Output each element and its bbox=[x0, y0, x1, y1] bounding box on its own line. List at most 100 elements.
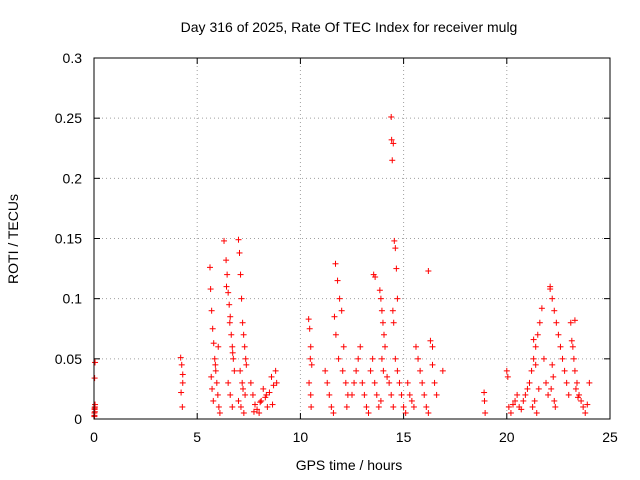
data-point bbox=[400, 403, 407, 410]
data-point bbox=[421, 391, 428, 398]
data-point bbox=[406, 391, 413, 398]
data-point bbox=[343, 403, 350, 410]
data-point bbox=[235, 236, 242, 243]
data-point bbox=[570, 355, 577, 362]
data-point bbox=[509, 401, 516, 408]
data-point bbox=[235, 397, 242, 404]
chart-title: Day 316 of 2025, Rate Of TEC Index for r… bbox=[181, 19, 518, 35]
data-point bbox=[178, 361, 185, 368]
data-point bbox=[547, 286, 554, 293]
axis-ticks: 0 5 10 15 20 25 0 0.05 0.1 0.15 0.2 0.25 0.3 bbox=[55, 50, 618, 445]
data-point bbox=[237, 271, 244, 278]
y-tick-label: 0.3 bbox=[63, 50, 83, 66]
data-point bbox=[230, 355, 237, 362]
data-point bbox=[568, 337, 575, 344]
data-point bbox=[419, 379, 426, 386]
data-point bbox=[251, 401, 258, 408]
data-points bbox=[91, 113, 593, 420]
data-point bbox=[330, 409, 337, 416]
data-point bbox=[263, 391, 270, 398]
data-point bbox=[482, 409, 489, 416]
data-point bbox=[528, 367, 535, 374]
data-point bbox=[410, 403, 417, 410]
data-point bbox=[425, 409, 432, 416]
data-point bbox=[376, 287, 383, 294]
data-point bbox=[361, 391, 368, 398]
data-point bbox=[178, 389, 185, 396]
data-point bbox=[572, 385, 579, 392]
data-point bbox=[377, 397, 384, 404]
data-point bbox=[373, 391, 380, 398]
data-point bbox=[567, 319, 574, 326]
data-point bbox=[569, 343, 576, 350]
data-point bbox=[256, 409, 263, 416]
data-point bbox=[377, 295, 384, 302]
data-point bbox=[571, 317, 578, 324]
data-point bbox=[363, 403, 370, 410]
data-point bbox=[238, 295, 245, 302]
data-point bbox=[586, 379, 593, 386]
data-point bbox=[538, 305, 545, 312]
data-point bbox=[540, 355, 547, 362]
data-point bbox=[332, 331, 339, 338]
data-point bbox=[351, 379, 358, 386]
data-point bbox=[273, 379, 280, 386]
data-point bbox=[398, 391, 405, 398]
data-point bbox=[573, 379, 580, 386]
data-point bbox=[212, 367, 219, 374]
data-point bbox=[210, 340, 217, 347]
data-point bbox=[548, 385, 555, 392]
data-point bbox=[388, 136, 395, 143]
data-point bbox=[531, 397, 538, 404]
data-point bbox=[229, 349, 236, 356]
data-point bbox=[481, 389, 488, 396]
x-tick-label: 5 bbox=[193, 429, 201, 445]
data-point bbox=[571, 367, 578, 374]
data-point bbox=[392, 245, 399, 252]
data-point bbox=[179, 379, 186, 386]
data-point bbox=[433, 391, 440, 398]
data-point bbox=[372, 274, 379, 281]
data-point bbox=[578, 397, 585, 404]
data-point bbox=[375, 403, 382, 410]
data-point bbox=[229, 403, 236, 410]
data-point bbox=[390, 140, 397, 147]
data-point bbox=[565, 391, 572, 398]
data-point bbox=[536, 319, 543, 326]
y-tick-label: 0 bbox=[74, 411, 82, 427]
data-point bbox=[389, 157, 396, 164]
data-point bbox=[417, 367, 424, 374]
data-point bbox=[340, 343, 347, 350]
data-point bbox=[390, 319, 397, 326]
data-point bbox=[524, 385, 531, 392]
data-point bbox=[384, 373, 391, 380]
y-tick-label: 0.2 bbox=[63, 170, 83, 186]
data-point bbox=[308, 403, 315, 410]
data-point bbox=[429, 361, 436, 368]
data-point bbox=[512, 397, 519, 404]
data-point bbox=[237, 403, 244, 410]
data-point bbox=[91, 405, 98, 412]
data-point bbox=[307, 391, 314, 398]
data-point bbox=[243, 361, 250, 368]
data-point bbox=[240, 385, 247, 392]
data-point bbox=[559, 355, 566, 362]
y-tick-label: 0.05 bbox=[55, 351, 82, 367]
data-point bbox=[338, 307, 345, 314]
data-point bbox=[431, 379, 438, 386]
data-point bbox=[240, 409, 247, 416]
data-point bbox=[264, 403, 271, 410]
data-point bbox=[239, 379, 246, 386]
data-point bbox=[543, 379, 550, 386]
data-point bbox=[306, 325, 313, 332]
data-point bbox=[367, 367, 374, 374]
data-point bbox=[210, 397, 217, 404]
y-tick-label: 0.15 bbox=[55, 231, 82, 247]
data-point bbox=[505, 403, 512, 410]
grid bbox=[94, 58, 610, 419]
data-point bbox=[332, 260, 339, 267]
y-tick-label: 0.1 bbox=[63, 291, 83, 307]
data-point bbox=[552, 403, 559, 410]
data-point bbox=[208, 373, 215, 380]
